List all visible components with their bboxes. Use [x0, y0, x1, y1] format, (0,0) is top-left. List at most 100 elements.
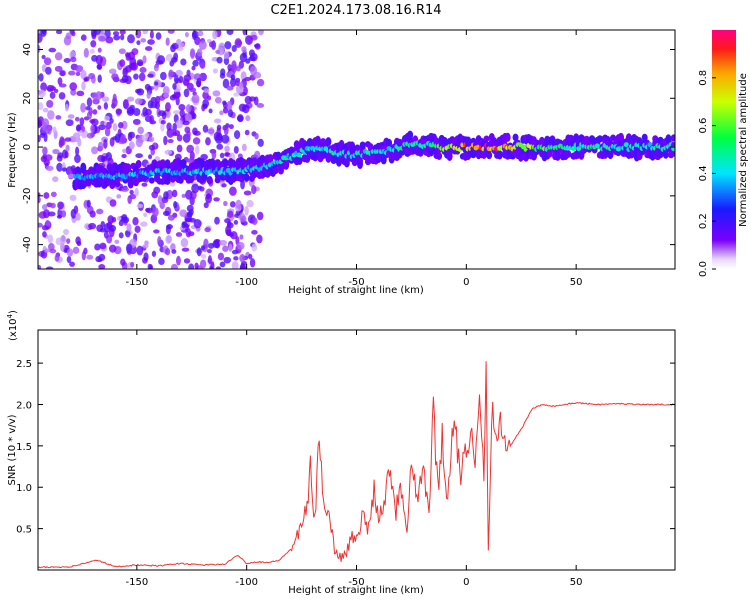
spectrogram-noise-mark [191, 65, 196, 71]
spectrogram-noise-mark [83, 47, 89, 58]
spectrogram-noise-mark [208, 108, 213, 114]
spectrogram-ridge-halo [436, 152, 443, 160]
spectrogram-noise-mark [123, 99, 129, 109]
spectrogram-noise-mark [75, 124, 82, 132]
spectrogram-ridge-halo [267, 155, 274, 164]
spectrogram-noise-mark [238, 81, 244, 89]
snr-panel: -150 -100 -50 0 50 2.5 2.0 1.5 1.0 0.5 Height of… [6, 310, 676, 596]
spectrogram-noise-mark [249, 65, 258, 76]
spectrogram-noise-mark [242, 30, 247, 36]
spectrogram-ridge-halo [351, 158, 358, 167]
spectrogram-noise-mark [166, 128, 174, 138]
spectrogram-noise-mark [100, 121, 105, 126]
spectrogram-noise-mark [66, 256, 72, 264]
spectrogram-noise-mark [214, 118, 221, 123]
spectrogram-noise-mark [181, 221, 186, 229]
spectrogram-noise-mark [50, 191, 57, 198]
spectrogram-noise-mark [100, 155, 106, 162]
spectrogram-noise-mark [39, 132, 45, 139]
y-tick-label: 2.5 [16, 359, 32, 370]
spectrogram-noise-mark [132, 217, 139, 226]
snr-frame [37, 329, 676, 571]
spectrogram-noise-mark [128, 131, 136, 139]
spectrogram-noise-mark [121, 75, 129, 83]
spectrogram-noise-mark [205, 137, 211, 146]
spectrogram-noise-mark [134, 98, 143, 105]
spectrogram-ridge-halo [135, 160, 142, 169]
spectrogram-noise-mark [89, 119, 96, 124]
spectrogram-noise-mark [256, 102, 265, 108]
spectrogram-noise-mark [251, 185, 257, 195]
spectrogram-noise-mark [67, 173, 75, 179]
spectrogram-noise-mark [158, 257, 165, 266]
spectrogram-noise-mark [220, 68, 226, 76]
spectrogram-ridge-halo [446, 148, 453, 157]
spectrogram-noise-mark [207, 128, 215, 135]
spectrogram-ridge-halo [159, 159, 166, 167]
spectrogram-noise-mark [231, 260, 239, 269]
spectrogram-noise-mark [116, 215, 122, 221]
spectrogram-noise-mark [242, 104, 250, 114]
spectrogram-noise-mark [137, 61, 144, 66]
spectrogram-noise-mark [56, 162, 63, 172]
colorbar-tick-label: 0.0 [698, 261, 709, 277]
spectrogram-noise-mark [44, 124, 51, 135]
spectrogram-noise-mark [231, 45, 237, 52]
spectrogram-noise-mark [184, 126, 191, 134]
spectrogram-noise-mark [253, 96, 259, 106]
spectrogram-noise-mark [149, 264, 154, 269]
spectrogram-noise-mark [57, 77, 63, 86]
spectrogram-noise-mark [75, 71, 81, 76]
spectrogram-noise-mark [176, 144, 183, 153]
spectrogram-noise-mark [133, 107, 141, 116]
spectrogram-noise-mark [222, 245, 229, 252]
spectrogram-noise-mark [75, 65, 84, 73]
spectrogram-noise-mark [226, 85, 234, 91]
y-tick-label: -40 [22, 236, 33, 252]
spectrogram-noise-mark [200, 253, 207, 259]
spectrogram-noise-mark [97, 105, 102, 110]
spectrogram-noise-mark [52, 126, 57, 134]
spectrogram-noise-mark [135, 137, 143, 148]
spectrogram-noise-mark [153, 64, 159, 72]
spectrogram-noise-mark [235, 40, 243, 46]
spectrogram-noise-mark [196, 247, 202, 257]
x-tick-label: 0 [463, 577, 469, 588]
spectrogram-ridge-halo [662, 149, 669, 159]
spectrogram-noise-mark [227, 210, 234, 218]
spectrogram-noise-mark [74, 154, 81, 163]
spectrogram-noise-mark [76, 90, 85, 97]
spectrogram-noise-mark [112, 123, 118, 131]
spectrogram-noise-mark [121, 153, 127, 159]
spectrogram-noise-mark [178, 75, 184, 84]
spectrogram-noise-mark [157, 55, 166, 65]
spectrogram-noise-mark [89, 210, 96, 218]
spectrogram-noise-mark [147, 73, 154, 78]
spectrogram-noise-mark [47, 110, 55, 120]
spectrogram-noise-mark [108, 68, 117, 75]
spectrogram-ridge-mark [623, 142, 629, 148]
spectrogram-noise-mark [244, 95, 252, 105]
spectrogram-ridge-halo [222, 158, 229, 168]
spectrogram-noise-mark [198, 40, 207, 50]
spectrogram-noise-mark [165, 37, 170, 46]
spectrogram-noise-mark [86, 111, 92, 120]
spectrogram-noise-mark [231, 63, 238, 73]
y-tick-label: 1.5 [16, 442, 32, 453]
spectrogram-y-ticks: 40 20 0 -20 -40 [22, 43, 675, 253]
spectrogram-noise-mark [249, 258, 256, 268]
spectrogram-noise-mark [85, 106, 91, 111]
spectrogram-noise-mark [203, 202, 209, 209]
spectrogram-noise-mark [72, 246, 80, 255]
spectrogram-noise-mark [206, 95, 212, 101]
spectrogram-noise-mark [75, 236, 81, 245]
spectrogram-ridge-mark [296, 152, 302, 158]
spectrogram-noise-mark [172, 122, 177, 133]
spectrogram-noise-mark [153, 229, 160, 234]
y-tick-label: 0.5 [16, 525, 32, 536]
spectrogram-noise-mark [41, 54, 46, 60]
spectrogram-noise-mark [192, 59, 199, 67]
spectrogram-noise-mark [179, 209, 188, 217]
spectrogram-noise-mark [164, 248, 171, 256]
spectrogram-noise-mark [66, 238, 71, 244]
